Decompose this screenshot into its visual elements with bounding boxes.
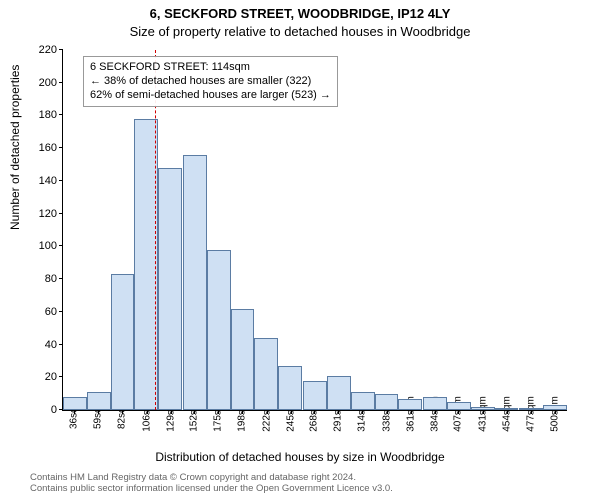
histogram-bar (495, 408, 519, 410)
histogram-bar (423, 397, 447, 410)
ytick-label: 100 (39, 240, 57, 252)
xtick-label: 477sqm (525, 396, 536, 432)
histogram-bar (303, 381, 327, 410)
histogram-bar (111, 274, 135, 410)
ytick-label: 160 (39, 142, 57, 154)
ytick-mark (59, 245, 63, 246)
histogram-bar (327, 376, 351, 410)
histogram-bar (471, 407, 495, 410)
histogram-bar (207, 250, 231, 410)
ytick-mark (59, 213, 63, 214)
histogram-bar (351, 392, 375, 410)
x-axis-label: Distribution of detached houses by size … (0, 450, 600, 464)
histogram-bar (183, 155, 207, 410)
histogram-bar (543, 405, 567, 410)
ytick-label: 200 (39, 77, 57, 89)
ytick-label: 180 (39, 109, 57, 121)
ytick-label: 120 (39, 208, 57, 220)
histogram-bar (278, 366, 302, 410)
ytick-mark (59, 147, 63, 148)
footer-attribution: Contains HM Land Registry data © Crown c… (30, 473, 393, 495)
ytick-mark (59, 344, 63, 345)
title-subtitle: Size of property relative to detached ho… (0, 24, 600, 39)
footer-line2: Contains public sector information licen… (30, 484, 393, 495)
ytick-label: 0 (51, 404, 57, 416)
ytick-label: 140 (39, 175, 57, 187)
histogram-bar (63, 397, 87, 410)
annotation-line: 62% of semi-detached houses are larger (… (90, 89, 331, 103)
ytick-mark (59, 180, 63, 181)
ytick-label: 60 (45, 306, 57, 318)
title-address: 6, SECKFORD STREET, WOODBRIDGE, IP12 4LY (0, 6, 600, 21)
annotation-line: ← 38% of detached houses are smaller (32… (90, 75, 331, 89)
ytick-label: 220 (39, 44, 57, 56)
histogram-bar (254, 338, 278, 410)
ytick-mark (59, 311, 63, 312)
histogram-bar (398, 399, 422, 410)
histogram-bar (519, 408, 543, 410)
histogram-bar (87, 392, 111, 410)
xtick-label: 500sqm (549, 396, 560, 432)
ytick-label: 20 (45, 371, 57, 383)
histogram-bar (231, 309, 255, 410)
y-axis-label: Number of detached properties (8, 65, 22, 230)
ytick-mark (59, 114, 63, 115)
chart-root: 6, SECKFORD STREET, WOODBRIDGE, IP12 4LY… (0, 0, 600, 500)
ytick-mark (59, 82, 63, 83)
ytick-mark (59, 376, 63, 377)
annotation-line: 6 SECKFORD STREET: 114sqm (90, 61, 331, 75)
xtick-label: 431sqm (478, 396, 489, 432)
ytick-mark (59, 278, 63, 279)
ytick-label: 80 (45, 273, 57, 285)
ytick-mark (59, 49, 63, 50)
histogram-bar (375, 394, 399, 410)
xtick-label: 454sqm (501, 396, 512, 432)
ytick-label: 40 (45, 339, 57, 351)
histogram-bar (158, 168, 182, 410)
histogram-bar (447, 402, 471, 410)
annotation-box: 6 SECKFORD STREET: 114sqm← 38% of detach… (83, 56, 338, 107)
plot-area: 02040608010012014016018020022036sqm59sqm… (62, 50, 567, 411)
